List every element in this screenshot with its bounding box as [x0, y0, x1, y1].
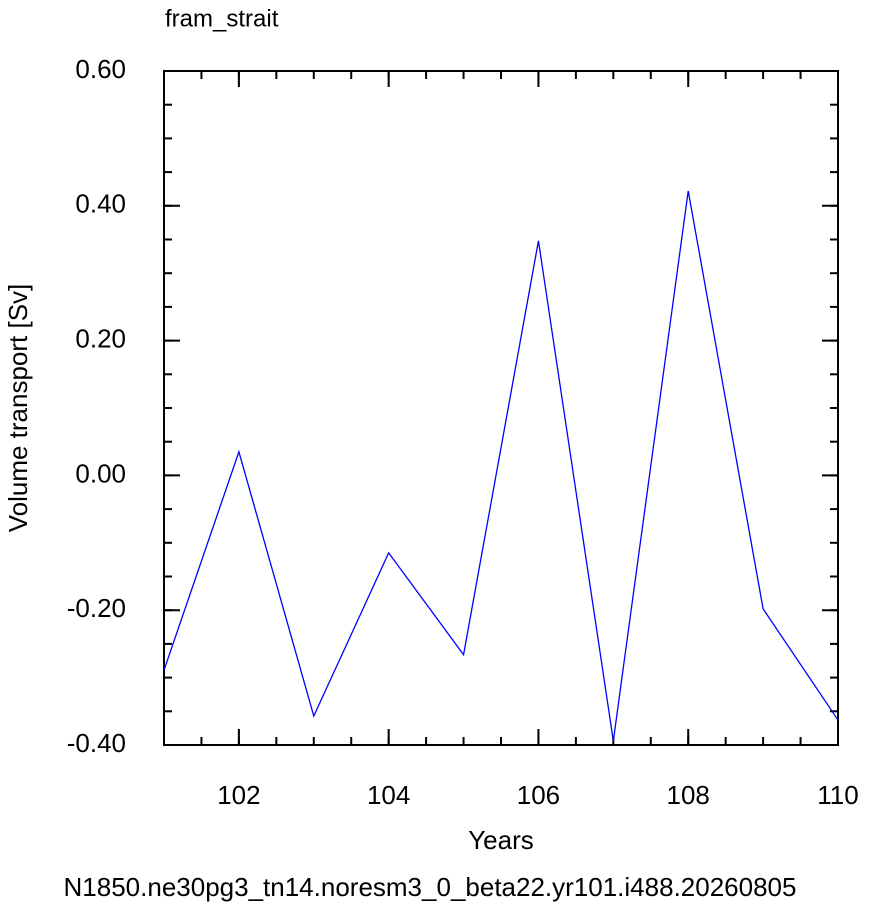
y-tick-label: 0.40: [75, 189, 126, 219]
y-tick-label: 0.00: [75, 458, 126, 488]
y-tick-label: -0.20: [67, 593, 126, 623]
x-axis-label: Years: [468, 825, 534, 855]
x-tick-label: 106: [517, 780, 560, 810]
chart-title: fram_strait: [165, 5, 279, 32]
y-tick-label: 0.60: [75, 54, 126, 84]
y-axis-label: Volume transport [Sv]: [3, 284, 33, 533]
data-line: [163, 190, 839, 742]
footer: N1850.ne30pg3_tn14.noresm3_0_beta22.yr10…: [64, 872, 797, 902]
plot-frame: [163, 70, 839, 746]
y-tick-label: -0.40: [67, 728, 126, 758]
y-tick-label: 0.20: [75, 323, 126, 353]
x-tick-label: 102: [217, 780, 260, 810]
x-tick-label: 108: [667, 780, 710, 810]
x-tick-label: 110: [817, 780, 858, 810]
x-tick-label: 104: [367, 780, 410, 810]
